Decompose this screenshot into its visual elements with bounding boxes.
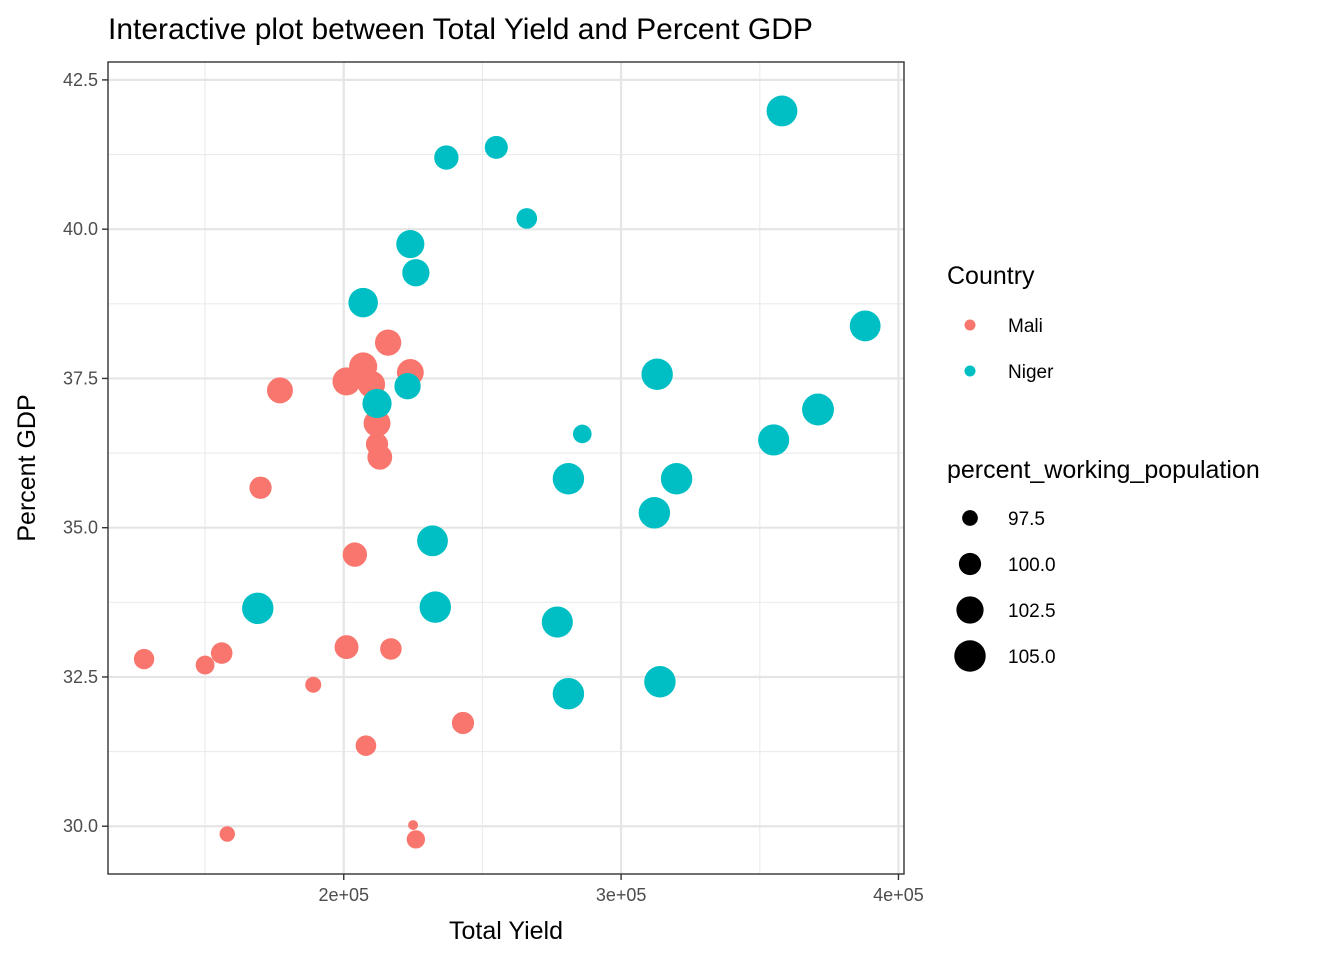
data-point-mali[interactable] <box>266 377 293 404</box>
size-legend-key <box>958 552 982 576</box>
data-point-niger[interactable] <box>638 497 671 529</box>
chart-title: Interactive plot between Total Yield and… <box>108 13 813 46</box>
panel-background <box>108 62 904 874</box>
panel-border <box>107 61 905 875</box>
y-axis-title: Percent GDP <box>13 394 41 541</box>
legend-key-niger <box>964 365 976 377</box>
data-point-niger[interactable] <box>402 259 430 287</box>
legend-key-mali <box>964 319 976 331</box>
data-point-niger[interactable] <box>419 591 452 623</box>
data-point-mali[interactable] <box>305 676 322 693</box>
size-legend-key <box>954 640 986 672</box>
data-point-mali[interactable] <box>210 642 233 664</box>
data-point-niger[interactable] <box>242 592 274 625</box>
data-point-niger[interactable] <box>849 310 881 342</box>
color-legend-title: Country <box>947 262 1035 290</box>
data-point-mali[interactable] <box>374 329 402 356</box>
data-point-mali[interactable] <box>219 826 235 842</box>
data-point-mali[interactable] <box>363 409 391 437</box>
y-tick-label: 37.5 <box>63 368 98 388</box>
data-point-niger[interactable] <box>516 208 538 229</box>
data-point-niger[interactable] <box>766 95 798 127</box>
y-tick-label: 32.5 <box>63 667 98 687</box>
y-tick-label: 30.0 <box>63 816 98 836</box>
data-point-niger[interactable] <box>552 463 585 495</box>
data-point-mali[interactable] <box>367 444 393 470</box>
x-axis: 2e+05 3e+05 4e+05 <box>318 874 924 905</box>
y-tick-label: 40.0 <box>63 219 98 239</box>
data-point-niger[interactable] <box>572 424 592 444</box>
series-mali-points <box>133 329 475 849</box>
data-point-niger[interactable] <box>802 393 834 426</box>
data-point-mali[interactable] <box>195 655 215 675</box>
x-axis-title: Total Yield <box>449 917 563 945</box>
data-point-niger[interactable] <box>362 388 392 419</box>
y-axis: 30.0 32.5 35.0 37.5 40.0 42.5 <box>63 70 108 836</box>
size-legend-label: 105.0 <box>1008 647 1056 668</box>
data-point-niger[interactable] <box>541 606 573 638</box>
data-point-mali[interactable] <box>342 542 368 567</box>
data-point-mali[interactable] <box>334 635 359 660</box>
y-tick-label: 42.5 <box>63 70 98 90</box>
data-point-niger[interactable] <box>417 525 448 557</box>
data-point-niger[interactable] <box>641 358 673 390</box>
data-point-mali[interactable] <box>355 735 377 756</box>
data-point-mali[interactable] <box>380 638 402 660</box>
size-legend-label: 102.5 <box>1008 601 1056 622</box>
x-tick-label: 2e+05 <box>318 885 369 905</box>
y-tick-label: 35.0 <box>63 518 98 538</box>
data-point-niger[interactable] <box>484 135 508 159</box>
series-niger-points <box>242 95 881 710</box>
size-legend-label: 100.0 <box>1008 555 1056 576</box>
size-legend-label: 97.5 <box>1008 509 1045 530</box>
legend-label-mali: Mali <box>1008 316 1043 337</box>
data-point-niger[interactable] <box>758 424 790 456</box>
data-point-niger[interactable] <box>552 677 585 710</box>
data-point-niger[interactable] <box>660 463 693 495</box>
data-point-mali[interactable] <box>451 711 475 735</box>
data-point-niger[interactable] <box>348 287 378 318</box>
size-legend-key <box>962 510 978 526</box>
minor-gridlines <box>108 62 904 874</box>
size-legend: percent_working_population 97.5 100.0 102.… <box>947 456 1260 672</box>
x-tick-label: 4e+05 <box>873 885 924 905</box>
data-point-mali[interactable] <box>408 820 419 831</box>
data-point-niger[interactable] <box>396 230 425 259</box>
legend-label-niger: Niger <box>1008 362 1054 383</box>
size-legend-title: percent_working_population <box>947 456 1260 484</box>
data-point-mali[interactable] <box>133 648 155 670</box>
x-tick-label: 3e+05 <box>596 885 647 905</box>
data-point-mali[interactable] <box>249 476 272 499</box>
data-point-niger[interactable] <box>394 373 421 400</box>
data-point-niger[interactable] <box>644 666 676 698</box>
data-point-mali[interactable] <box>406 830 426 849</box>
plot-panel <box>107 61 905 875</box>
data-point-niger[interactable] <box>434 145 459 170</box>
color-legend: Country Mali Niger <box>947 262 1054 383</box>
size-legend-key <box>956 596 984 624</box>
major-gridlines <box>108 62 904 874</box>
